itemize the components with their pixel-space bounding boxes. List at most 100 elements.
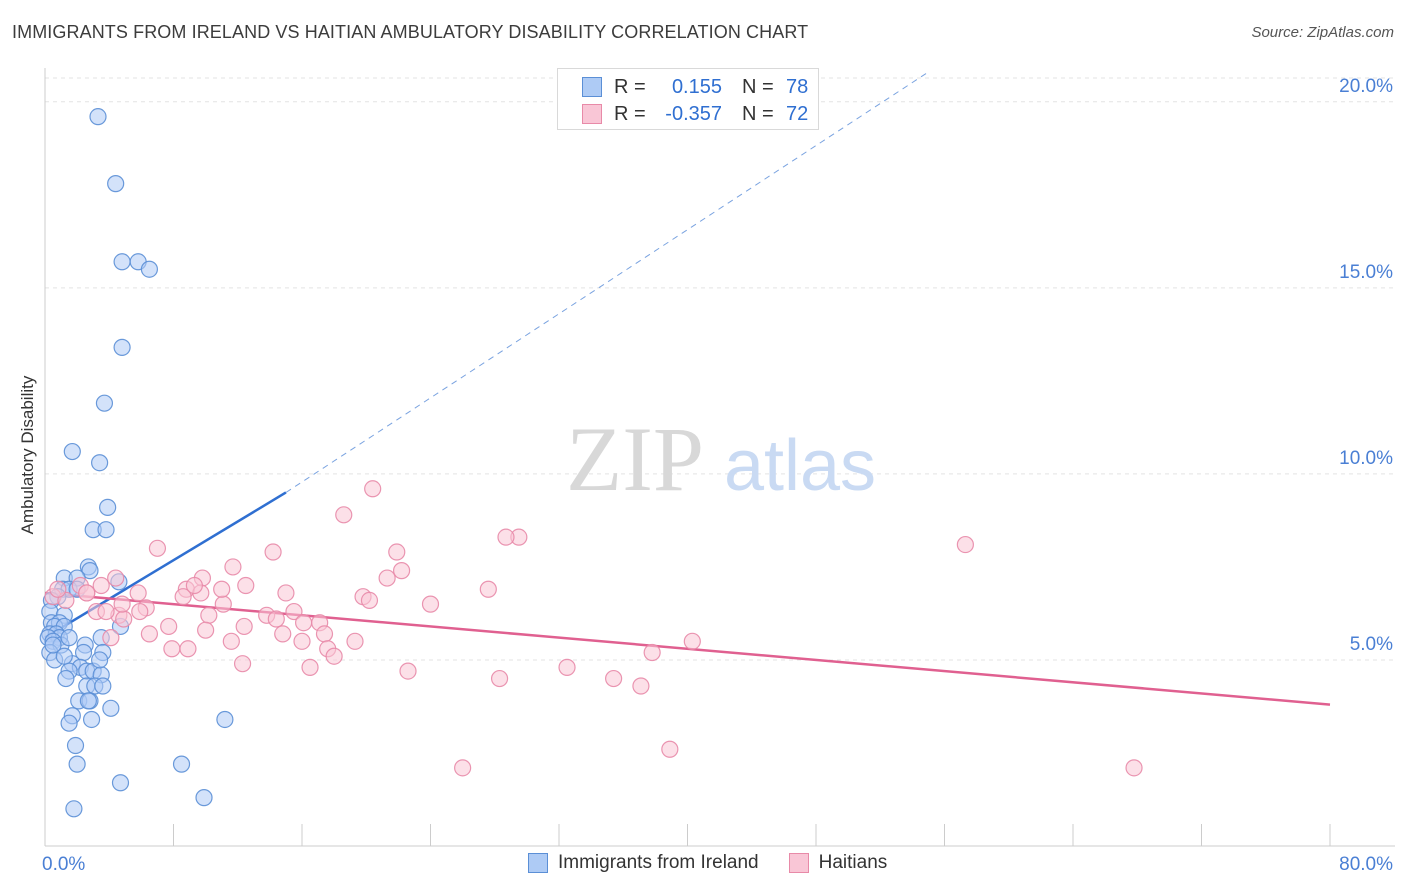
- x-tick-label-min: 0.0%: [42, 854, 85, 875]
- stats-legend: R = 0.155 N = 78 R = -0.357 N = 72: [557, 68, 819, 130]
- legend-r-value: -0.357: [665, 102, 722, 125]
- point-haitians: [454, 759, 472, 777]
- point-haitians: [378, 569, 396, 587]
- watermark: ZIP atlas: [566, 408, 876, 510]
- point-haitians: [235, 617, 253, 636]
- point-ireland: [195, 789, 213, 807]
- point-haitians: [237, 576, 255, 595]
- point-haitians: [113, 595, 131, 613]
- point-haitians: [285, 602, 303, 621]
- point-haitians: [97, 602, 115, 621]
- legend-row-haitians: R = -0.357 N = 72: [582, 101, 808, 127]
- point-haitians: [364, 480, 382, 498]
- point-haitians: [346, 632, 364, 650]
- point-haitians: [214, 595, 232, 613]
- trend-line-haitians: [44, 591, 1331, 706]
- point-haitians: [233, 655, 252, 673]
- series-legend: Immigrants from Ireland Haitians: [528, 852, 917, 874]
- y-tick-label: 5.0%: [1350, 634, 1393, 655]
- point-ireland: [89, 108, 107, 126]
- chart-title: IMMIGRANTS FROM IRELAND VS HAITIAN AMBUL…: [12, 22, 809, 42]
- point-ireland: [107, 175, 125, 193]
- point-haitians: [1125, 759, 1143, 777]
- point-haitians: [392, 562, 411, 580]
- point-haitians: [222, 632, 240, 650]
- legend-n-value: 78: [786, 75, 809, 98]
- point-haitians: [315, 625, 334, 643]
- legend-label-haitians: Haitians: [818, 852, 888, 873]
- x-tick-label-max: 80.0%: [1339, 854, 1393, 875]
- point-haitians: [49, 580, 67, 598]
- point-ireland: [113, 338, 131, 356]
- point-haitians: [115, 610, 133, 628]
- legend-item-haitians[interactable]: Haitians: [788, 852, 888, 874]
- point-haitians: [200, 606, 218, 624]
- point-haitians: [140, 625, 159, 643]
- legend-item-ireland[interactable]: Immigrants from Ireland: [528, 852, 759, 874]
- y-tick-label: 20.0%: [1339, 76, 1393, 97]
- point-ireland: [99, 498, 117, 516]
- point-ireland: [44, 636, 62, 654]
- point-ireland: [140, 260, 159, 278]
- point-haitians: [102, 629, 120, 647]
- point-ireland: [79, 692, 97, 710]
- point-haitians: [163, 640, 181, 658]
- point-haitians: [185, 576, 203, 595]
- legend-swatch-ireland: [528, 853, 548, 873]
- point-ireland: [60, 714, 78, 732]
- point-ireland: [81, 562, 99, 580]
- y-tick-label: 15.0%: [1339, 262, 1393, 283]
- point-haitians: [107, 569, 125, 587]
- point-haitians: [479, 580, 497, 598]
- point-haitians: [490, 669, 509, 688]
- gridlines: [45, 77, 1395, 661]
- point-haitians: [78, 584, 96, 602]
- y-axis-label: Ambulatory Disability: [18, 375, 37, 535]
- point-haitians: [295, 614, 313, 632]
- point-haitians: [277, 584, 295, 602]
- point-ireland: [111, 774, 130, 792]
- legend-swatch-ireland: [582, 77, 602, 97]
- point-haitians: [179, 640, 197, 658]
- point-haitians: [632, 677, 650, 695]
- point-ireland: [68, 755, 86, 773]
- point-ireland: [97, 521, 115, 539]
- point-ireland: [66, 736, 85, 755]
- point-ireland: [102, 699, 120, 717]
- point-haitians: [421, 595, 440, 613]
- trend-lines: [44, 71, 1331, 706]
- point-ireland: [172, 755, 191, 773]
- point-haitians: [605, 669, 623, 688]
- legend-r-value: 0.155: [671, 75, 722, 98]
- point-ireland: [55, 647, 73, 665]
- point-haitians: [174, 588, 192, 606]
- legend-n-label: N =: [742, 102, 774, 125]
- point-haitians: [148, 539, 167, 557]
- point-ireland: [94, 677, 112, 695]
- trend-line-ireland: [44, 491, 287, 639]
- y-tick-label: 10.0%: [1339, 448, 1393, 469]
- legend-n-value: 72: [786, 102, 809, 125]
- point-haitians: [160, 617, 178, 636]
- point-haitians: [264, 543, 282, 561]
- point-haitians: [956, 535, 974, 554]
- point-haitians: [197, 621, 215, 639]
- point-haitians: [213, 580, 231, 598]
- tick-labels: 5.0% 10.0% 15.0% 20.0% 0.0% 80.0%: [42, 76, 1393, 875]
- legend-label-ireland: Immigrants from Ireland: [558, 852, 759, 873]
- point-haitians: [131, 602, 149, 621]
- point-haitians: [274, 625, 292, 643]
- point-ireland: [60, 629, 78, 647]
- point-haitians: [129, 584, 147, 602]
- trend-line-ireland-extension: [285, 71, 929, 493]
- watermark-zip: ZIP: [566, 408, 704, 510]
- data-points: [39, 108, 1143, 818]
- axes: [44, 68, 1395, 847]
- point-ireland: [63, 442, 81, 461]
- point-haitians: [360, 591, 379, 610]
- point-ireland: [65, 800, 83, 818]
- point-haitians: [643, 643, 661, 662]
- point-haitians: [683, 632, 701, 650]
- point-haitians: [267, 610, 285, 628]
- point-ireland: [91, 651, 109, 669]
